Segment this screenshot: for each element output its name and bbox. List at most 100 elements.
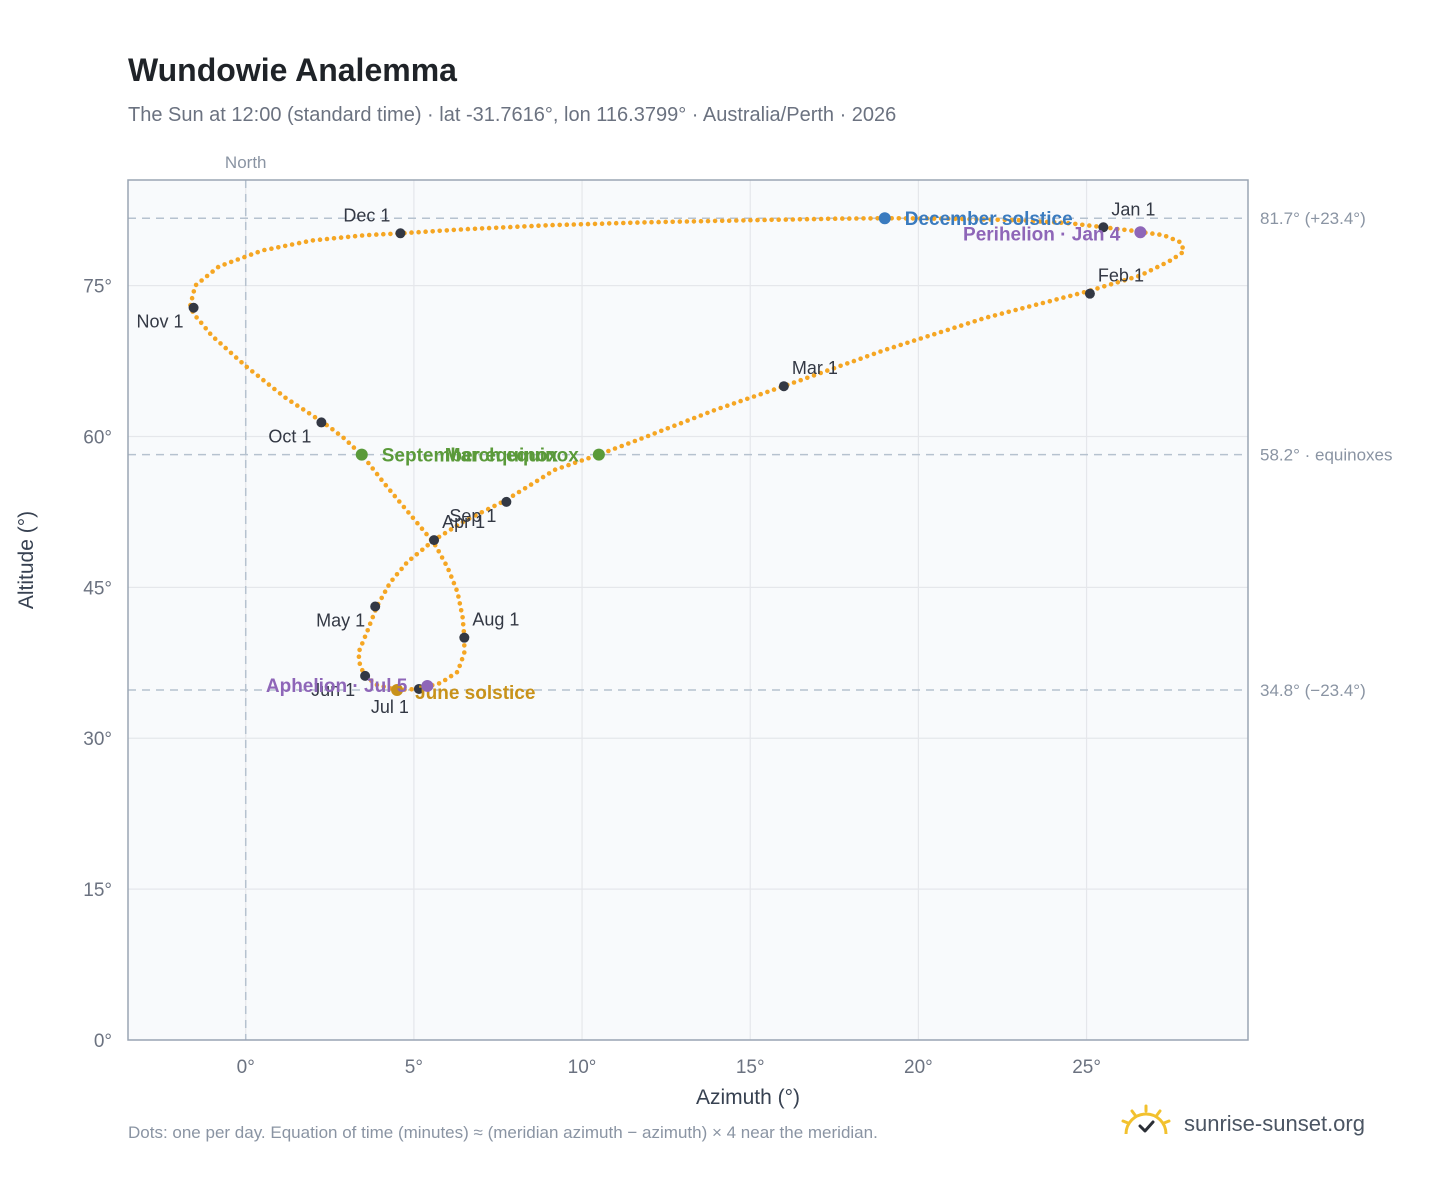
day-dot <box>451 227 457 233</box>
day-dot <box>755 217 760 223</box>
day-dot <box>458 227 464 232</box>
day-dot <box>312 414 318 420</box>
day-dot <box>276 245 281 250</box>
day-dot <box>925 334 930 339</box>
day-dot <box>613 220 619 226</box>
day-dot <box>382 589 388 594</box>
day-dot <box>628 220 633 226</box>
day-dot <box>1135 273 1141 279</box>
day-dot <box>726 218 732 223</box>
day-dot <box>250 369 255 374</box>
day-dot <box>289 242 295 247</box>
day-dot <box>239 360 244 365</box>
day-dot <box>352 233 358 239</box>
day-dot <box>454 523 460 528</box>
day-dot <box>448 673 454 679</box>
day-dot <box>493 225 499 231</box>
day-dot <box>255 373 261 379</box>
event-marker-label: June solstice <box>415 683 535 704</box>
day-dot <box>632 438 638 444</box>
day-dot <box>838 363 843 369</box>
day-dot <box>330 427 335 432</box>
day-dot <box>967 216 972 222</box>
day-dot <box>402 687 407 692</box>
day-dot <box>1058 220 1064 225</box>
day-dot <box>282 243 288 249</box>
altitude-reference-label: 58.2° · equinoxes <box>1260 446 1393 465</box>
brand-name[interactable]: sunrise-sunset.org <box>1184 1111 1365 1136</box>
axes: 0° 5° 10° 15° 20° 25° 0° 15° 30° 45° 60° 75° North 81… <box>15 153 1393 1109</box>
day-dot <box>981 217 986 222</box>
day-dot <box>851 358 857 364</box>
day-dot <box>878 349 883 354</box>
day-dot <box>403 561 409 566</box>
day-dot <box>459 656 465 662</box>
day-dot <box>366 232 372 238</box>
day-dot <box>1009 217 1015 223</box>
day-dot <box>652 431 657 436</box>
event-marker-dot <box>391 683 404 696</box>
day-dot <box>832 216 838 221</box>
day-dot <box>691 219 697 224</box>
day-dot <box>1179 250 1184 256</box>
day-dot <box>953 216 958 222</box>
day-dot <box>1115 280 1121 285</box>
day-dot <box>409 556 414 562</box>
day-dot <box>626 441 631 446</box>
day-dot <box>1161 261 1166 267</box>
day-dot <box>958 323 964 328</box>
day-dot <box>734 218 739 223</box>
day-dot <box>705 410 710 416</box>
day-dot <box>751 394 757 399</box>
day-dot <box>392 493 398 499</box>
y-tick-label: 30° <box>83 729 112 750</box>
day-dot <box>1044 219 1050 225</box>
day-dot <box>222 262 227 267</box>
day-dot <box>295 403 300 408</box>
day-dot <box>797 217 803 222</box>
day-dot <box>338 235 344 240</box>
day-dot <box>457 663 463 669</box>
day-dot <box>370 466 376 471</box>
day-dot <box>203 326 208 331</box>
day-dot <box>684 219 690 224</box>
day-dot <box>1051 220 1057 225</box>
day-dot <box>884 346 890 352</box>
day-dot <box>345 234 351 240</box>
day-dot <box>424 531 429 537</box>
day-dot <box>210 269 215 274</box>
day-dot <box>485 506 491 512</box>
day-dot <box>1047 298 1053 304</box>
day-dot <box>388 231 393 237</box>
day-dot <box>705 218 711 224</box>
day-dot <box>811 216 817 222</box>
day-dot <box>552 467 558 473</box>
day-dot <box>1054 297 1059 302</box>
day-dot <box>430 229 436 234</box>
brand-logo[interactable]: sunrise-sunset.org <box>1120 1104 1365 1144</box>
day-dot <box>924 216 930 221</box>
day-dot <box>399 566 404 572</box>
day-dot <box>261 377 266 383</box>
day-dot <box>356 654 362 659</box>
day-dot <box>369 678 374 683</box>
day-dot <box>1020 306 1025 311</box>
day-dot <box>425 543 431 548</box>
day-dot <box>406 510 411 515</box>
day-dot <box>540 474 546 480</box>
x-tick-label: 0° <box>237 1057 255 1078</box>
day-dot <box>306 411 312 416</box>
day-dot <box>999 311 1005 316</box>
analemma-path <box>188 215 1185 693</box>
day-dot <box>401 504 407 510</box>
day-dot <box>825 368 830 373</box>
day-dot <box>458 608 464 613</box>
day-dot <box>645 433 651 439</box>
day-dot <box>386 583 391 588</box>
day-dot <box>910 216 916 221</box>
x-tick-label: 10° <box>568 1057 597 1078</box>
month-marker-dot <box>1084 288 1095 299</box>
day-dot <box>228 350 234 356</box>
day-dot <box>606 448 611 454</box>
chart-subtitle: The Sun at 12:00 (standard time) · lat -… <box>128 104 897 126</box>
